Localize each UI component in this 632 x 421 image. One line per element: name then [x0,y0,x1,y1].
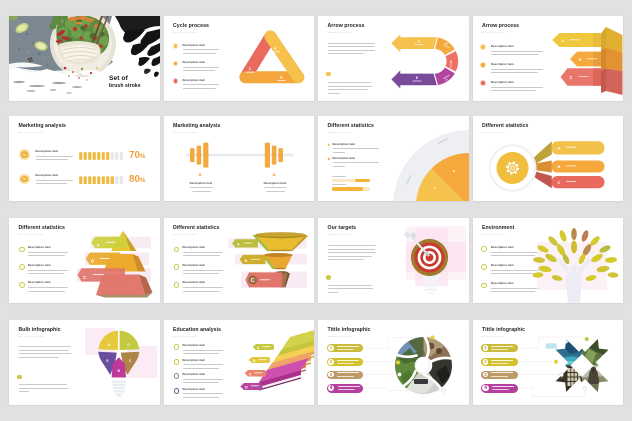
svg-text:B: B [280,75,283,79]
svg-text:A: A [418,39,421,43]
svg-text:B: B [453,169,456,173]
svg-text:B: B [445,42,447,46]
svg-text:D: D [445,78,447,82]
svg-text:C: C [569,75,572,80]
svg-text:B: B [252,359,255,363]
svg-text:C: C [83,275,87,281]
svg-text:D: D [127,343,130,347]
svg-text:C: C [248,67,251,71]
svg-text:A: A [237,242,240,246]
svg-text:B: B [557,165,560,169]
svg-text:A: A [561,39,564,43]
svg-text:B: B [244,259,247,263]
svg-text:C: C [248,372,251,376]
svg-text:B: B [118,369,121,373]
svg-text:A: A [273,47,276,51]
svg-text:B: B [91,259,95,264]
svg-text:A: A [434,186,437,190]
svg-text:A: A [96,242,100,247]
svg-text:A: A [256,346,259,350]
svg-text:D: D [244,385,247,389]
svg-text:A: A [557,146,560,150]
svg-text:E: E [106,359,108,363]
svg-text:C: C [557,181,560,185]
svg-text:E: E [416,76,418,80]
svg-text:C: C [129,359,132,363]
svg-text:C: C [250,278,254,284]
svg-text:A: A [108,343,111,347]
svg-text:B: B [578,58,581,62]
